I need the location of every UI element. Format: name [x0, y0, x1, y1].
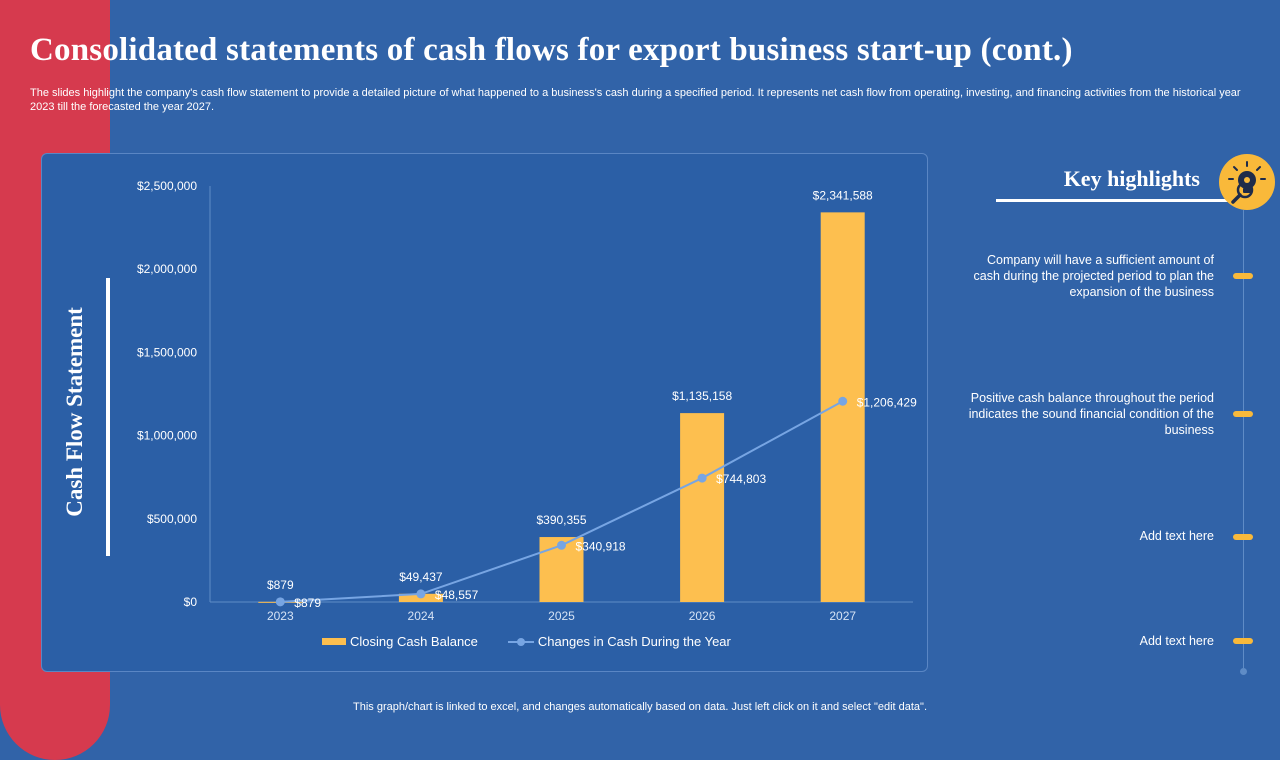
highlight-marker-3	[1233, 534, 1253, 540]
y-tick-label: $1,500,000	[137, 345, 197, 359]
x-tick-label: 2026	[689, 609, 716, 623]
line-data-label: $1,206,429	[857, 395, 917, 409]
line-point-changes-in-cash	[697, 473, 707, 483]
highlight-marker-4	[1233, 638, 1253, 644]
highlight-text-4[interactable]: Add text here	[1139, 634, 1214, 648]
cash-flow-chart[interactable]: $0 $500,000 $1,000,000 $1,500,000 $2,000,000…	[0, 0, 1280, 720]
y-tick-label: $1,000,000	[137, 429, 197, 443]
chart-panel[interactable]	[41, 153, 928, 672]
bar-data-label: $2,341,588	[813, 188, 873, 202]
line-point-changes-in-cash	[416, 589, 426, 599]
line-point-changes-in-cash	[557, 540, 566, 550]
legend-item-changes-in-cash: Changes in Cash During the Year	[507, 634, 731, 649]
chart-vertical-title: Cash Flow Statement	[62, 307, 87, 517]
legend-swatch-bar	[322, 638, 346, 645]
x-tick-label: 2025	[548, 609, 575, 623]
bar-data-label: $390,355	[536, 513, 586, 527]
bar-closing-cash-balance	[680, 413, 725, 602]
line-data-label: $744,803	[716, 472, 766, 486]
line-data-label: $340,918	[576, 539, 626, 553]
key-highlights-underline	[996, 199, 1246, 202]
highlight-text-2[interactable]: Positive cash balance throughout the per…	[968, 391, 1214, 437]
chart-legend: Closing Cash Balance Changes in Cash Dur…	[322, 634, 761, 649]
x-tick-label: 2027	[829, 609, 856, 623]
legend-item-closing-balance: Closing Cash Balance	[322, 634, 478, 649]
vertical-title-bar	[106, 278, 110, 556]
key-highlights-title: Key highlights	[1063, 166, 1200, 191]
line-data-label: $48,557	[435, 588, 479, 602]
bar-data-label: $1,135,158	[672, 389, 732, 403]
highlight-marker-2	[1233, 411, 1253, 417]
x-tick-label: 2023	[267, 609, 294, 623]
legend-swatch-line	[507, 637, 534, 646]
bar-closing-cash-balance	[820, 212, 865, 603]
lightbulb-magnifier-icon	[1219, 154, 1275, 210]
legend-label-changes-in-cash: Changes in Cash During the Year	[537, 634, 731, 649]
highlight-marker-1	[1233, 273, 1253, 279]
y-tick-label: $2,500,000	[137, 179, 197, 193]
line-data-label: $879	[294, 596, 321, 610]
bar-data-label: $879	[267, 578, 294, 592]
timeline-end-dot	[1240, 668, 1247, 675]
slide-title: Consolidated statements of cash flows fo…	[30, 32, 1073, 68]
bar-data-label: $49,437	[399, 570, 443, 584]
highlight-text-1[interactable]: Company will have a sufficient amount of…	[973, 253, 1214, 299]
y-tick-label: $500,000	[147, 512, 197, 526]
line-point-changes-in-cash	[275, 597, 285, 607]
y-tick-label: $0	[184, 595, 198, 609]
highlight-text-3[interactable]: Add text here	[1139, 529, 1214, 543]
chart-footnote: This graph/chart is linked to excel, and…	[352, 701, 928, 713]
x-tick-label: 2024	[408, 609, 435, 623]
legend-label-closing-balance: Closing Cash Balance	[350, 634, 478, 649]
line-point-changes-in-cash	[838, 396, 848, 406]
slide-subtitle: The slides highlight the company's cash …	[30, 87, 1241, 113]
highlights-timeline	[1243, 210, 1244, 668]
y-tick-label: $2,000,000	[137, 262, 197, 276]
